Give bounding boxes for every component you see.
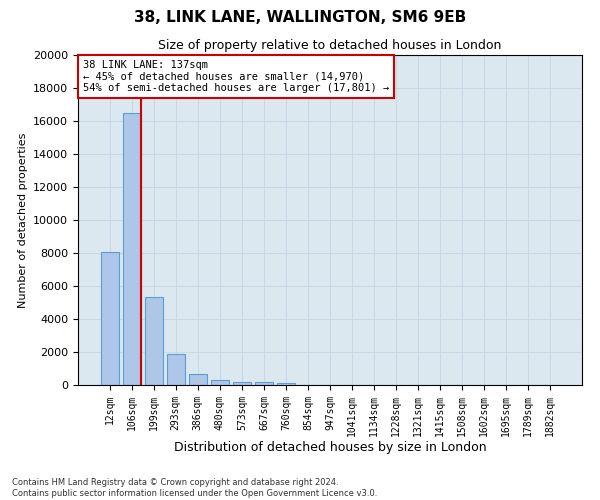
Bar bbox=[101, 252, 119, 385]
Bar bbox=[145, 296, 163, 385]
Bar bbox=[123, 113, 140, 385]
Title: Size of property relative to detached houses in London: Size of property relative to detached ho… bbox=[158, 40, 502, 52]
Bar bbox=[211, 380, 229, 385]
Y-axis label: Number of detached properties: Number of detached properties bbox=[17, 132, 28, 308]
Text: 38 LINK LANE: 137sqm
← 45% of detached houses are smaller (14,970)
54% of semi-d: 38 LINK LANE: 137sqm ← 45% of detached h… bbox=[83, 60, 389, 93]
Text: 38, LINK LANE, WALLINGTON, SM6 9EB: 38, LINK LANE, WALLINGTON, SM6 9EB bbox=[134, 10, 466, 25]
Bar bbox=[167, 354, 185, 385]
Bar bbox=[255, 382, 273, 385]
Bar bbox=[233, 382, 251, 385]
Text: Contains HM Land Registry data © Crown copyright and database right 2024.
Contai: Contains HM Land Registry data © Crown c… bbox=[12, 478, 377, 498]
X-axis label: Distribution of detached houses by size in London: Distribution of detached houses by size … bbox=[173, 442, 487, 454]
Bar bbox=[189, 374, 206, 385]
Bar bbox=[277, 382, 295, 385]
